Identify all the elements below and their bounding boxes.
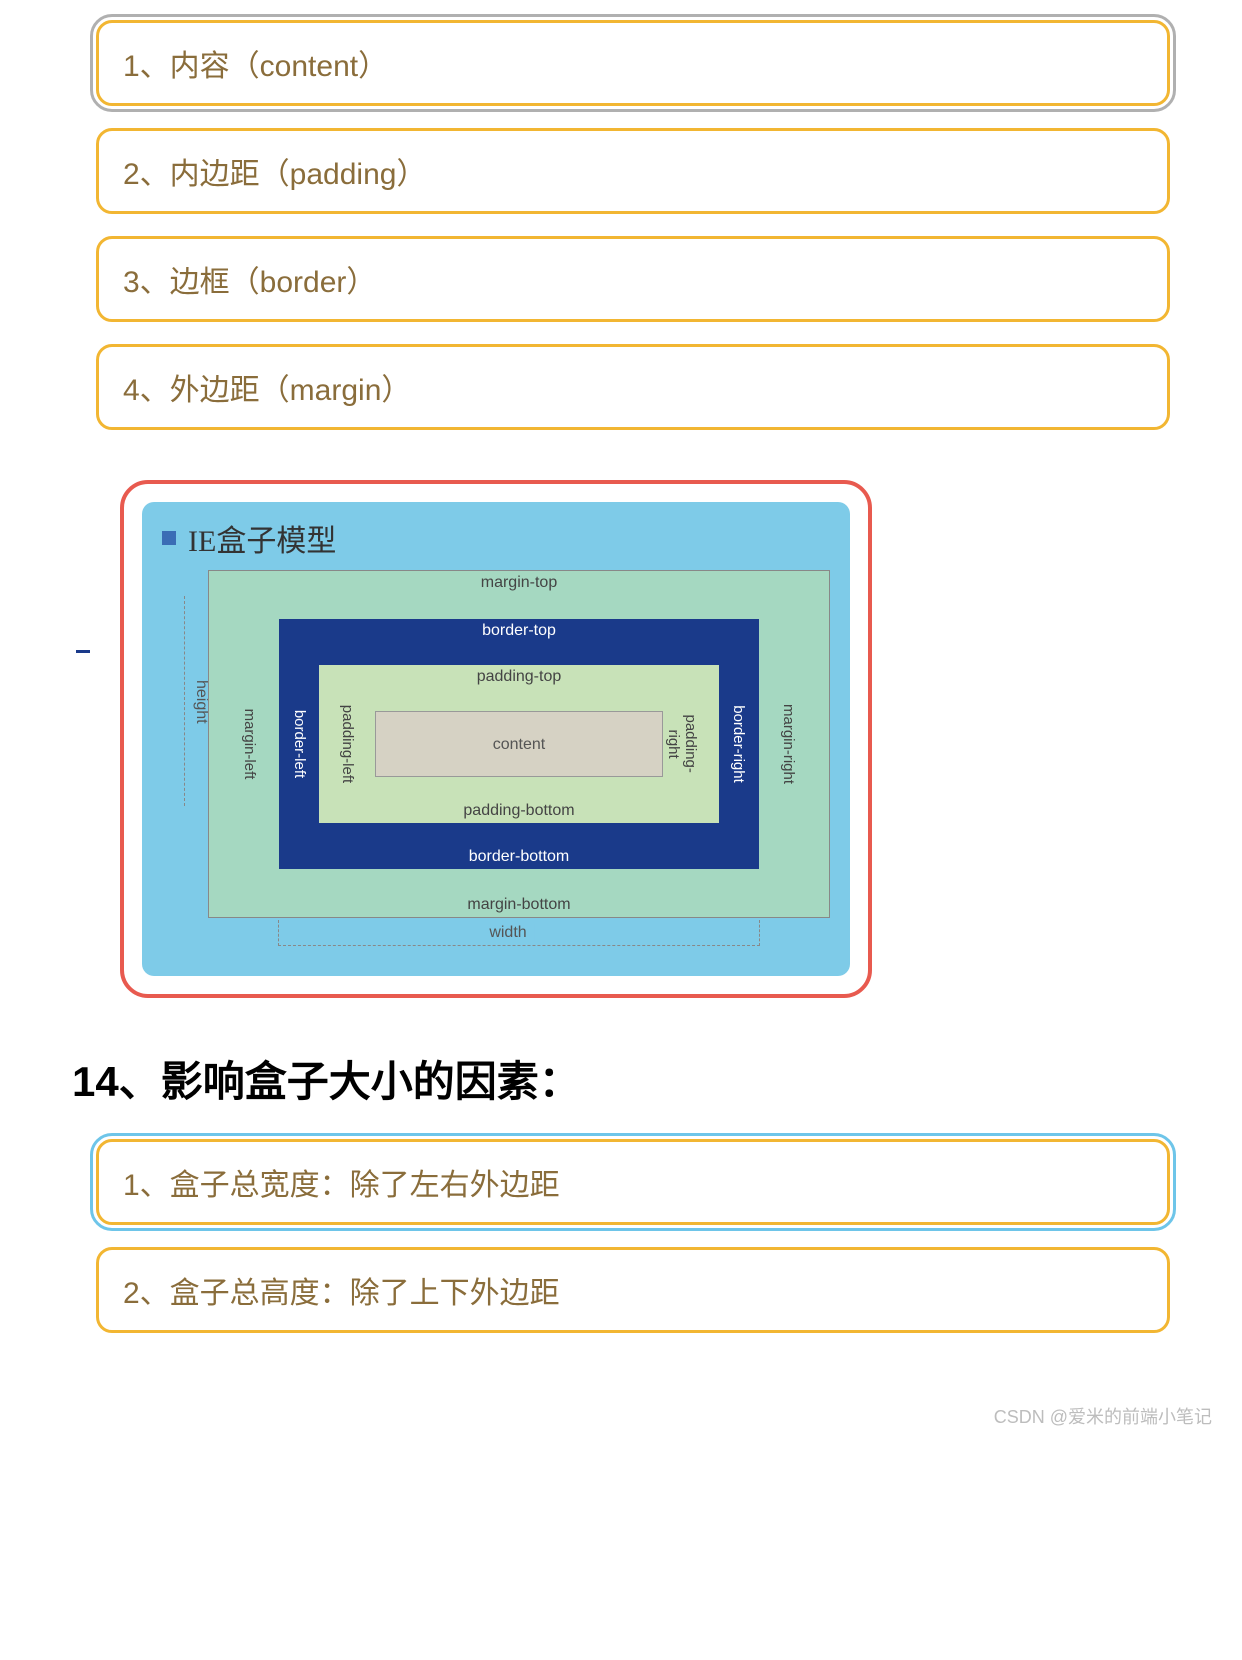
list-item-content[interactable]: 1、内容（content） [96, 20, 1170, 106]
watermark: CSDN @爱米的前端小笔记 [994, 1403, 1212, 1429]
list-item-label: 3、边框（border） [123, 266, 376, 299]
padding-top-label: padding-top [319, 665, 719, 689]
diagram-title: IE盒子模型 [188, 516, 336, 560]
list-item-total-height[interactable]: 2、盒子总高度：除了上下外边距 [96, 1247, 1170, 1333]
border-box: border-top border-left border-right padd… [279, 619, 759, 869]
content-label: content [493, 736, 545, 753]
width-guide-r [759, 920, 760, 946]
height-guide [184, 596, 185, 806]
margin-top-label: margin-top [209, 571, 829, 595]
border-top-label: border-top [279, 619, 759, 643]
list-item-label: 2、内边距（padding） [123, 158, 426, 191]
margin-bottom-label: margin-bottom [209, 893, 829, 917]
border-bottom-label: border-bottom [279, 845, 759, 869]
margin-box: margin-top margin-left margin-right bord… [208, 570, 830, 918]
list-item-border[interactable]: 3、边框（border） [96, 236, 1170, 322]
list-item-label: 4、外边距（margin） [123, 374, 411, 407]
list-box-properties: 1、内容（content） 2、内边距（padding） 3、边框（border… [96, 20, 1170, 430]
list-item-label: 1、内容（content） [123, 50, 388, 83]
list-item-margin[interactable]: 4、外边距（margin） [96, 344, 1170, 430]
padding-box: padding-top padding-left padding-right c… [319, 665, 719, 823]
ie-box-model-diagram: IE盒子模型 height margin-top margin-left mar… [120, 480, 872, 998]
box-model-wrap: height margin-top margin-left margin-rig… [186, 570, 830, 918]
list-item-label: 1、盒子总宽度：除了左右外边距 [123, 1169, 560, 1202]
margin-left-label: margin-left [241, 709, 258, 780]
padding-bottom-label: padding-bottom [319, 799, 719, 823]
border-left-label: border-left [291, 710, 308, 778]
list-item-label: 2、盒子总高度：除了上下外边距 [123, 1277, 560, 1310]
bullet-icon [162, 531, 176, 545]
width-label: width [481, 924, 534, 942]
list-item-padding[interactable]: 2、内边距（padding） [96, 128, 1170, 214]
padding-right-label: padding-right [665, 705, 699, 784]
width-guide [278, 945, 760, 946]
list-item-total-width[interactable]: 1、盒子总宽度：除了左右外边距 [96, 1139, 1170, 1225]
list-size-factors: 1、盒子总宽度：除了左右外边距 2、盒子总高度：除了上下外边距 [96, 1139, 1170, 1333]
section-heading: 14、影响盒子大小的因素： [72, 1048, 1170, 1109]
padding-left-label: padding-left [339, 705, 356, 783]
cursor-mark [76, 650, 90, 653]
width-guide-l [278, 920, 279, 946]
content-box: content [375, 711, 663, 777]
border-right-label: border-right [730, 705, 747, 783]
margin-right-label: margin-right [780, 704, 797, 784]
